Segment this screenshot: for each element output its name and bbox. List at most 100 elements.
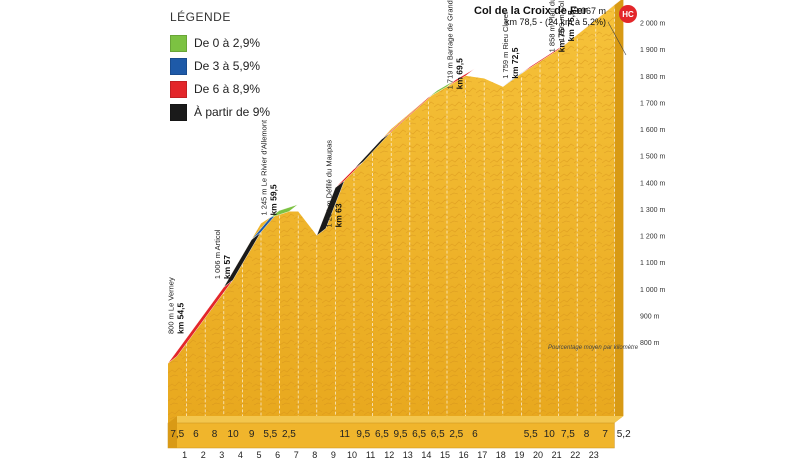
legend-swatch-blue [170, 57, 187, 75]
altitude-tick-label: 1 500 m [640, 154, 665, 161]
km-label: 5 [256, 450, 261, 460]
grade-label: 6 [472, 429, 478, 440]
landmark: 800 m Le Verney km 54,5 [166, 277, 185, 334]
grade-label: 10 [228, 429, 240, 440]
landmark: 1 245 m Le Rivier d'Allemont km 59,5 [259, 119, 278, 216]
grade-label: 11 [340, 429, 351, 440]
legend-item-grade-0-3: De 0 à 2,9% [170, 32, 290, 54]
altitude-tick-label: 1 200 m [640, 234, 665, 241]
legend-swatch-black [170, 103, 187, 121]
grade-label: 6,5 [431, 429, 445, 440]
km-label: 2 [201, 450, 206, 460]
landmark-km: km 75 [557, 28, 567, 52]
km-axis-strip [167, 416, 624, 449]
landmark: 1 719 m Barrage de Grand'Maison km 69,5 [445, 0, 464, 89]
summit-category-label: HC [622, 10, 634, 19]
km-label: 7 [294, 450, 299, 460]
landmark-labels: 800 m Le Verney km 54,51 006 m Articol km … [166, 0, 576, 334]
landmark: 1 006 m Articol km 57 [213, 229, 232, 279]
legend-title: LÉGENDE [170, 10, 231, 24]
km-label: 15 [440, 450, 450, 460]
km-label: 4 [238, 450, 243, 460]
km-label: 17 [477, 450, 487, 460]
altitude-tick-label: 1 100 m [640, 260, 665, 267]
ridge-segment [558, 0, 621, 50]
altitude-tick-label: 1 800 m [640, 74, 665, 81]
grade-label: 8 [584, 429, 590, 440]
grade-label: 5,5 [524, 429, 538, 440]
average-grade-note: Pourcentage moyen par kilomètre [548, 345, 639, 351]
grade-label: 9,5 [356, 429, 370, 440]
landmark-km: km 54,5 [175, 303, 185, 334]
summit-leader-line [607, 21, 627, 56]
km-label: 21 [552, 450, 562, 460]
landmark-name: 1 200 m Défilé du Maupas [324, 140, 333, 228]
km-label: 12 [384, 450, 394, 460]
landmark-name: 1 759 m Rieu Claret [501, 11, 510, 79]
grade-label: 6,5 [412, 429, 426, 440]
grade-label: 2,5 [449, 429, 463, 440]
landmark-km: km 59,5 [268, 184, 278, 215]
grade-label: 6 [193, 429, 199, 440]
km-strip [167, 422, 615, 449]
grade-label: 8 [212, 429, 218, 440]
landmark-name: 1 006 m Articol [213, 229, 222, 279]
landmark-km: km 75,5 [566, 10, 576, 41]
landmark-km: km 63 [333, 203, 343, 227]
altitude-tick-label: 900 m [640, 313, 660, 320]
landmark-name: 1 719 m Barrage de Grand'Maison [445, 0, 454, 89]
landmark: 1 200 m Défilé du Maupas km 63 [324, 140, 343, 228]
grade-labels: 7,5 6 8 10 9 5,5 2,5 11 9,5 6,5 9,5 6,5 6,5 2,5 6 5,5 10… [170, 429, 631, 440]
km-label: 18 [496, 450, 506, 460]
ridge-segment [446, 68, 475, 87]
km-label: 22 [570, 450, 580, 460]
summit-category-badge [619, 5, 637, 23]
km-label: 19 [514, 450, 524, 460]
profile-side-face [614, 0, 624, 423]
altitude-tick-label: 1 300 m [640, 207, 665, 214]
landmark-name: 1 245 m Le Rivier d'Allemont [259, 119, 268, 216]
landmark: 1 899 m Col du Glandon (près)km 75,5 [557, 0, 576, 41]
legend-swatch-red [170, 80, 187, 98]
summit-altitude: - 2 067 m [568, 6, 606, 16]
landmark-name: 1 899 m Col du Glandon (près) [557, 0, 566, 41]
legend-label: De 3 à 5,9% [194, 59, 261, 73]
summit-name: Col de la Croix de Fer [474, 5, 588, 17]
grade-label: 6,5 [375, 429, 389, 440]
km-label: 3 [219, 450, 224, 460]
grade-label: 5,2 [617, 429, 631, 440]
km-label: 16 [459, 450, 469, 460]
legend-label: De 0 à 2,9% [194, 36, 261, 50]
altitude-tick-label: 800 m [640, 340, 660, 347]
landmark: 1 858 m Plan du Suel km 75 [548, 0, 567, 52]
km-label: 9 [331, 450, 336, 460]
km-label: 13 [403, 450, 413, 460]
altitude-tick-label: 1 700 m [640, 100, 665, 107]
landmark-km: km 72,5 [510, 47, 520, 78]
legend-item-grade-3-6: De 3 à 5,9% [170, 55, 290, 77]
altitude-tick-label: 1 600 m [640, 127, 665, 134]
legend-swatch-green [170, 34, 187, 52]
legend-item-grade-9-plus: À partir de 9% [170, 101, 290, 123]
km-label: 8 [312, 450, 317, 460]
profile-side-face-shape [614, 0, 624, 423]
altitude-tick-label: 1 000 m [640, 287, 665, 294]
legend-label: À partir de 9% [194, 105, 271, 119]
grade-label: 7,5 [561, 429, 575, 440]
km-tick-labels: 1 2 3 4 5 6 7 8 9 10 11 12 13 14 15 16 17 18 19 20 21 22 23 [182, 450, 599, 460]
landmark-name: 800 m Le Verney [166, 277, 175, 334]
km-strip-side [168, 416, 177, 448]
km-label: 20 [533, 450, 543, 460]
km-label: 14 [421, 450, 431, 460]
grade-label: 10 [544, 429, 556, 440]
km-label: 23 [589, 450, 599, 460]
grade-label: 9 [249, 429, 255, 440]
landmark-km: km 57 [222, 255, 232, 279]
altitude-tick-label: 1 900 m [640, 47, 665, 54]
grade-label: 2,5 [282, 429, 296, 440]
grade-colored-ridge [167, 0, 621, 364]
legend-label: De 6 à 8,9% [194, 82, 261, 96]
altitude-tick-label: 2 000 m [640, 21, 665, 28]
landmark-km: km 69,5 [454, 58, 464, 89]
